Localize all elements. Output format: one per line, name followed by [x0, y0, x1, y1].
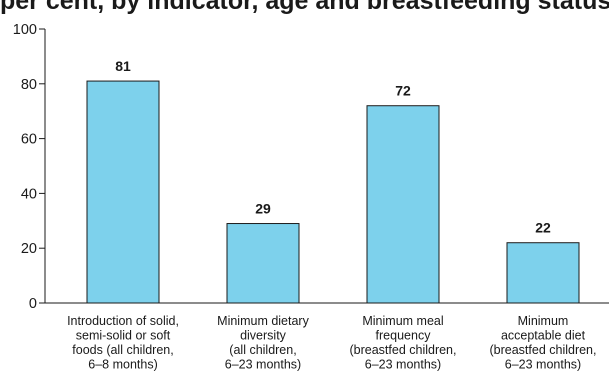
category-label-line: (breastfed children, [489, 343, 596, 357]
bar [226, 223, 300, 304]
category-label-line: acceptable diet [501, 329, 586, 343]
category-label-line: semi-solid or soft [76, 329, 171, 343]
category-label-line: frequency [376, 329, 432, 343]
y-tick-label: 60 [21, 132, 37, 148]
bar [366, 105, 440, 304]
category-label-line: (all children, [229, 343, 296, 357]
bar-value-label: 81 [115, 58, 131, 74]
category-label-line: 6–23 months) [505, 358, 581, 372]
category-label-line: (breastfed children, [349, 343, 456, 357]
category-label-line: Minimum [518, 314, 569, 328]
y-tick-label: 0 [29, 296, 37, 312]
category-label: Minimum meal frequency (breastfed children… [349, 314, 456, 372]
category-label-line: 6–23 months) [225, 358, 301, 372]
bar-value-label: 29 [255, 201, 271, 217]
category-label-line: diversity [240, 329, 287, 343]
category-label: Minimum dietary diversity (all children, 6–… [217, 314, 309, 372]
category-label-line: 6–8 months) [88, 358, 157, 372]
y-tick-label: 80 [21, 77, 37, 93]
category-label-line: Introduction of solid, [67, 314, 179, 328]
category-label-line: Minimum meal [362, 314, 443, 328]
category-label-line: Minimum dietary [217, 314, 309, 328]
category-label-line: foods (all children, [72, 343, 173, 357]
bar-value-label: 72 [395, 83, 411, 99]
y-tick-label: 40 [21, 186, 37, 202]
category-label: Introduction of solid, semi-solid or soft… [67, 314, 179, 372]
y-tick-label: 100 [13, 22, 37, 38]
category-label-line: 6–23 months) [365, 358, 441, 372]
bar [86, 80, 160, 304]
bar [506, 242, 580, 304]
y-tick-label: 20 [21, 241, 37, 257]
chart-title: per cent, by indicator, age and breastfe… [0, 0, 609, 15]
category-label: Minimum acceptable diet (breastfed childre… [489, 314, 596, 372]
bar-value-label: 22 [535, 220, 551, 236]
